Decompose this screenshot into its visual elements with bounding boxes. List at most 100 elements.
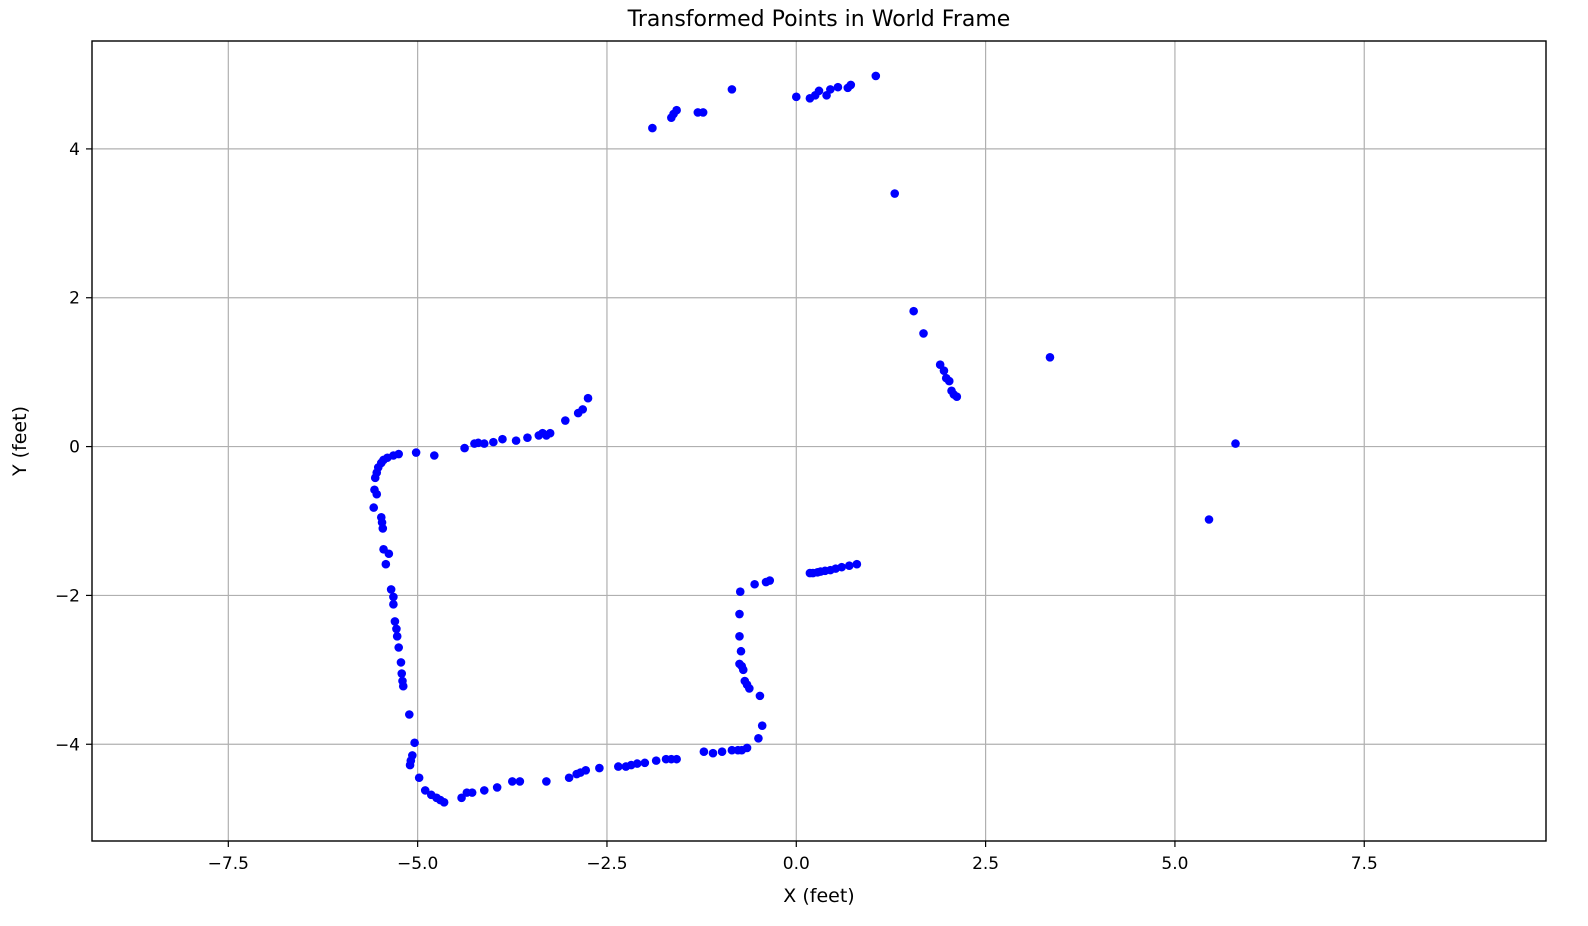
data-point [648,123,657,133]
data-point [515,777,525,786]
data-point [396,658,406,667]
data-point [411,448,421,457]
data-point [909,306,918,316]
data-point [384,549,394,559]
data-point [595,763,604,773]
x-tick-label: 2.5 [972,854,999,874]
data-point [871,71,881,81]
y-tick-label: −2 [55,586,80,606]
x-tick-label: −7.5 [208,854,249,874]
data-point [708,748,718,758]
data-point [390,617,400,626]
data-point [944,376,954,386]
data-point [467,788,477,797]
grid-lines [92,41,1546,841]
data-point [755,691,765,701]
data-point [405,710,414,719]
data-point [392,624,401,634]
data-point [507,777,517,786]
data-point [727,85,737,94]
y-tick-label: 2 [69,289,80,309]
data-point [791,92,801,102]
data-point [742,743,752,753]
data-point [581,766,591,775]
data-point [632,759,642,768]
data-point [727,745,737,755]
data-point [583,393,593,403]
data-point [740,676,750,686]
data-point [735,609,744,619]
x-tick-label: −2.5 [586,854,627,874]
data-point [378,524,388,533]
data-point [651,756,661,765]
plot-frame [91,40,1547,842]
data-point [919,329,928,338]
data-point [398,681,408,691]
y-axis-label: Y (feet) [9,406,31,477]
data-point [489,437,498,447]
data-point [457,793,466,803]
data-point [389,600,398,609]
data-point [542,777,551,786]
data-point [757,721,767,730]
data-point [698,108,708,117]
data-point [564,773,574,783]
data-point [1231,439,1240,448]
data-point [429,451,439,460]
data-points [369,71,1240,807]
data-point [852,559,862,569]
data-point [844,561,854,570]
y-tick-label: 4 [69,140,80,160]
data-point [523,433,532,442]
data-point [699,747,709,756]
data-point [397,669,407,678]
data-point [672,754,681,764]
data-point [939,366,949,375]
x-tick-label: 5.0 [1161,854,1188,874]
data-point [952,392,962,402]
data-point [439,798,449,807]
data-point [470,439,479,448]
data-point [1045,352,1055,362]
x-axis-label: X (feet) [783,885,854,907]
data-point [846,80,856,90]
data-point [833,82,843,92]
data-point [814,86,824,96]
data-point [672,105,681,115]
data-point [1204,515,1214,524]
axis-ticks: −7.5 −5.0 −2.5 0.0 2.5 5.0 7.5 4 2 0 −2 −4 [55,140,1378,874]
data-point [511,436,521,445]
data-point [735,632,744,641]
data-point [479,786,489,795]
data-point [370,473,380,483]
data-point [826,85,835,94]
data-point [414,773,424,783]
data-point [573,408,583,418]
data-point [389,592,398,602]
data-point [736,646,746,656]
data-point [386,585,396,594]
data-point [837,562,847,572]
data-point [717,747,727,756]
x-tick-label: 7.5 [1351,854,1378,874]
x-tick-label: −5.0 [397,854,438,874]
y-tick-label: 0 [69,438,80,458]
data-point [735,587,745,596]
data-point [460,443,469,453]
y-tick-label: −4 [55,735,80,755]
chart-title: Transformed Points in World Frame [627,7,1011,32]
data-point [492,783,502,792]
data-point [890,189,900,198]
data-point [640,758,650,768]
data-point [750,579,759,589]
data-point [372,489,382,499]
data-point [392,632,402,641]
data-point [420,786,430,795]
data-point [735,659,744,669]
data-point [381,559,391,569]
data-point [369,503,379,512]
data-point [410,738,419,748]
data-point [614,762,623,771]
x-tick-label: 0.0 [783,854,810,874]
